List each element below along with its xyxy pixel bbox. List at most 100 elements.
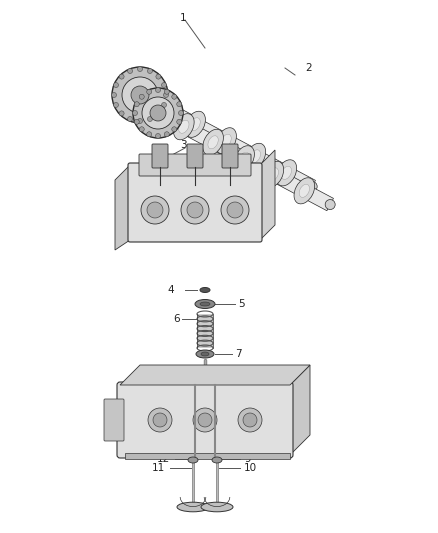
Ellipse shape xyxy=(195,300,215,309)
Ellipse shape xyxy=(216,128,237,154)
Text: 5: 5 xyxy=(238,299,245,309)
Circle shape xyxy=(148,408,172,432)
Ellipse shape xyxy=(239,152,249,165)
FancyBboxPatch shape xyxy=(222,144,238,168)
FancyBboxPatch shape xyxy=(152,144,168,168)
Circle shape xyxy=(177,119,182,124)
Ellipse shape xyxy=(190,118,200,131)
Circle shape xyxy=(133,88,183,138)
FancyBboxPatch shape xyxy=(139,154,251,176)
Ellipse shape xyxy=(234,146,254,172)
FancyBboxPatch shape xyxy=(104,399,124,441)
Text: 6: 6 xyxy=(173,314,180,324)
Circle shape xyxy=(193,408,217,432)
Ellipse shape xyxy=(212,457,222,463)
Circle shape xyxy=(133,110,138,116)
Circle shape xyxy=(198,413,212,427)
Ellipse shape xyxy=(221,134,231,147)
Circle shape xyxy=(172,94,177,99)
Ellipse shape xyxy=(155,95,176,122)
Polygon shape xyxy=(260,150,275,240)
Circle shape xyxy=(147,202,163,218)
Circle shape xyxy=(177,102,182,107)
Circle shape xyxy=(164,89,170,94)
Circle shape xyxy=(148,68,152,74)
Circle shape xyxy=(147,89,152,94)
Circle shape xyxy=(156,111,161,116)
Circle shape xyxy=(179,110,184,116)
Ellipse shape xyxy=(188,457,198,463)
Circle shape xyxy=(131,86,149,104)
Ellipse shape xyxy=(201,352,209,356)
Circle shape xyxy=(138,118,142,124)
Circle shape xyxy=(155,87,160,93)
Ellipse shape xyxy=(179,120,189,133)
Circle shape xyxy=(147,132,152,137)
Polygon shape xyxy=(115,165,130,250)
Ellipse shape xyxy=(294,177,314,204)
FancyBboxPatch shape xyxy=(117,382,293,458)
Circle shape xyxy=(307,182,317,191)
Circle shape xyxy=(243,413,257,427)
Circle shape xyxy=(162,102,166,108)
Circle shape xyxy=(139,127,144,132)
Circle shape xyxy=(139,94,144,99)
Circle shape xyxy=(227,202,243,218)
Circle shape xyxy=(134,119,139,124)
FancyBboxPatch shape xyxy=(128,163,262,242)
Circle shape xyxy=(142,97,174,129)
Polygon shape xyxy=(137,89,315,193)
Circle shape xyxy=(163,93,169,98)
Ellipse shape xyxy=(200,302,210,306)
Text: 11: 11 xyxy=(152,463,165,473)
Ellipse shape xyxy=(185,111,205,138)
Ellipse shape xyxy=(201,502,233,512)
Circle shape xyxy=(162,83,166,87)
Ellipse shape xyxy=(263,161,284,188)
Ellipse shape xyxy=(173,114,194,140)
Circle shape xyxy=(150,105,166,121)
Circle shape xyxy=(148,117,152,122)
Ellipse shape xyxy=(250,150,261,163)
Ellipse shape xyxy=(281,166,292,179)
Ellipse shape xyxy=(203,129,223,155)
Ellipse shape xyxy=(200,366,210,370)
Circle shape xyxy=(112,67,168,123)
Text: 2: 2 xyxy=(305,63,311,73)
Ellipse shape xyxy=(276,160,297,186)
Ellipse shape xyxy=(268,168,279,181)
Ellipse shape xyxy=(177,502,209,512)
Circle shape xyxy=(325,199,335,209)
Circle shape xyxy=(127,117,133,122)
Text: 8: 8 xyxy=(253,365,260,375)
Circle shape xyxy=(172,127,177,132)
Ellipse shape xyxy=(208,136,218,149)
Circle shape xyxy=(113,83,119,87)
Text: 3: 3 xyxy=(180,140,186,150)
Text: 1: 1 xyxy=(180,13,186,23)
Text: 9: 9 xyxy=(244,454,251,464)
Text: 4: 4 xyxy=(167,285,174,295)
Circle shape xyxy=(156,74,161,79)
Polygon shape xyxy=(155,107,333,211)
Circle shape xyxy=(153,413,167,427)
Circle shape xyxy=(113,102,119,108)
Circle shape xyxy=(127,68,133,74)
Circle shape xyxy=(134,102,139,107)
Ellipse shape xyxy=(299,184,310,197)
Circle shape xyxy=(187,202,203,218)
Circle shape xyxy=(119,111,124,116)
Circle shape xyxy=(221,196,249,224)
Text: 10: 10 xyxy=(244,463,257,473)
Ellipse shape xyxy=(196,350,214,358)
Polygon shape xyxy=(290,365,310,455)
Circle shape xyxy=(119,74,124,79)
Bar xyxy=(125,453,290,459)
Circle shape xyxy=(112,93,117,98)
Polygon shape xyxy=(120,365,310,385)
Circle shape xyxy=(238,408,262,432)
Text: 7: 7 xyxy=(235,349,242,359)
Bar xyxy=(197,314,213,348)
Circle shape xyxy=(122,77,158,113)
Ellipse shape xyxy=(245,143,266,169)
